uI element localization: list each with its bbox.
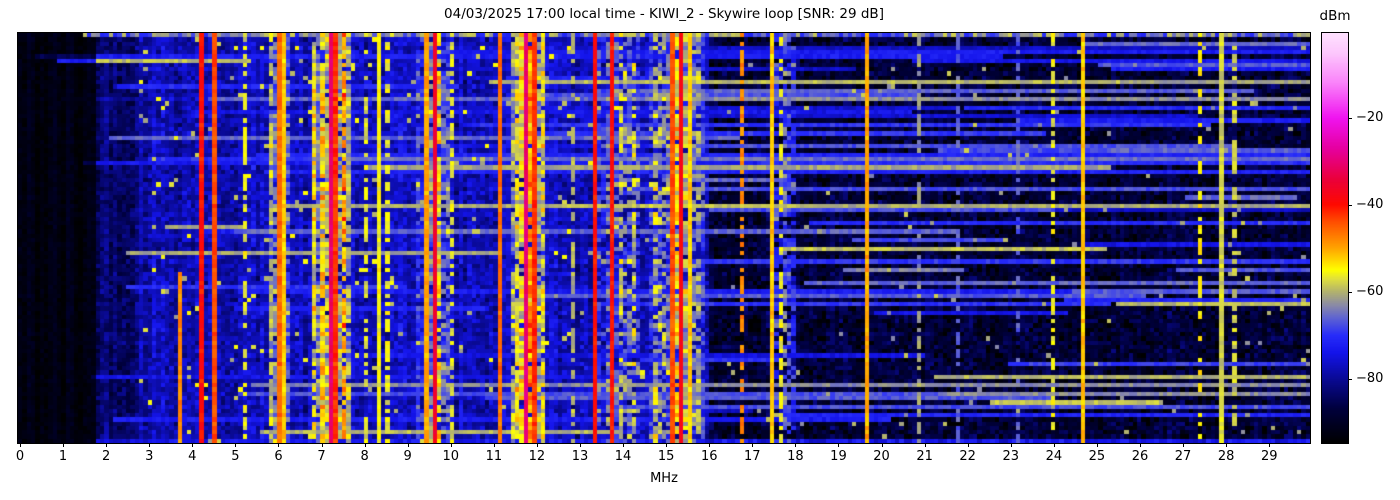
x-tick-mark [709, 443, 711, 447]
x-tick-label: 24 [1045, 449, 1063, 464]
x-tick-label: 25 [1088, 449, 1106, 464]
colorbar-tick-mark [1348, 204, 1352, 206]
x-tick-label: 5 [231, 449, 240, 464]
x-tick-mark [1096, 443, 1098, 447]
x-tick-mark [106, 443, 108, 447]
x-tick-label: 10 [442, 449, 460, 464]
x-tick-mark [364, 443, 366, 447]
x-tick-label: 12 [528, 449, 546, 464]
x-tick-mark [666, 443, 668, 447]
x-tick-label: 0 [15, 449, 25, 464]
x-tick-label: 21 [916, 449, 933, 464]
x-tick-label: 20 [873, 449, 890, 464]
x-tick-mark [1053, 443, 1055, 447]
x-tick-label: 14 [614, 449, 632, 464]
colorbar-tick-mark [1348, 379, 1352, 381]
x-tick-mark [1183, 443, 1185, 447]
x-tick-label: 1 [58, 449, 68, 464]
x-tick-mark [1140, 443, 1141, 447]
x-tick-mark [278, 443, 280, 447]
x-tick-label: 8 [360, 449, 369, 464]
colorbar-canvas [1322, 33, 1348, 443]
x-tick-label: 16 [700, 449, 718, 464]
x-tick-mark [623, 443, 625, 447]
x-tick-mark [536, 443, 538, 447]
x-tick-label: 22 [959, 449, 976, 464]
x-tick-label: 7 [317, 449, 326, 464]
x-tick-mark [1269, 443, 1271, 447]
x-tick-mark [1010, 443, 1012, 447]
x-tick-mark [1226, 443, 1228, 447]
x-tick-label: 23 [1002, 449, 1020, 464]
x-tick-label: 19 [830, 449, 847, 464]
x-tick-mark [881, 443, 883, 447]
x-tick-label: 2 [102, 449, 111, 464]
chart-title: 04/03/2025 17:00 local time - KIWI_2 - S… [444, 6, 884, 22]
x-tick-label: 26 [1131, 449, 1149, 464]
colorbar-unit-label: dBm [1319, 8, 1351, 24]
x-tick-mark [450, 443, 452, 447]
x-tick-label: 4 [188, 449, 197, 464]
colorbar [1321, 32, 1349, 444]
colorbar-tick-mark [1348, 117, 1352, 119]
x-tick-label: 27 [1174, 449, 1192, 464]
x-tick-label: 3 [145, 449, 154, 464]
x-tick-mark [235, 443, 237, 447]
x-tick-mark [321, 443, 323, 447]
x-tick-label: 29 [1260, 449, 1278, 464]
colorbar-tick-label: −40 [1356, 196, 1384, 212]
colorbar-tick-label: −60 [1356, 283, 1384, 299]
x-tick-mark [967, 443, 969, 447]
x-tick-mark [752, 443, 754, 447]
x-tick-mark [580, 443, 581, 447]
x-tick-mark [924, 443, 926, 447]
x-tick-label: 11 [485, 449, 503, 464]
x-tick-mark [795, 443, 797, 447]
x-tick-mark [63, 443, 65, 447]
colorbar-tick-label: −80 [1356, 371, 1384, 387]
x-tick-mark [838, 443, 840, 447]
x-tick-mark [493, 443, 495, 447]
x-tick-label: 13 [571, 449, 589, 464]
x-tick-label: 17 [744, 449, 761, 464]
x-tick-label: 18 [787, 449, 804, 464]
x-axis-label: MHz [650, 471, 678, 486]
waterfall-plot-area [17, 32, 1311, 444]
waterfall-canvas [18, 33, 1310, 443]
x-tick-mark [407, 443, 409, 447]
colorbar-tick-label: −20 [1356, 109, 1384, 125]
x-tick-label: 28 [1217, 449, 1235, 464]
x-tick-label: 9 [403, 449, 412, 464]
colorbar-tick-mark [1348, 291, 1352, 293]
x-tick-label: 6 [274, 449, 283, 464]
x-tick-label: 15 [657, 449, 675, 464]
x-tick-mark [149, 443, 151, 447]
x-tick-mark [20, 443, 21, 447]
x-tick-mark [192, 443, 194, 447]
